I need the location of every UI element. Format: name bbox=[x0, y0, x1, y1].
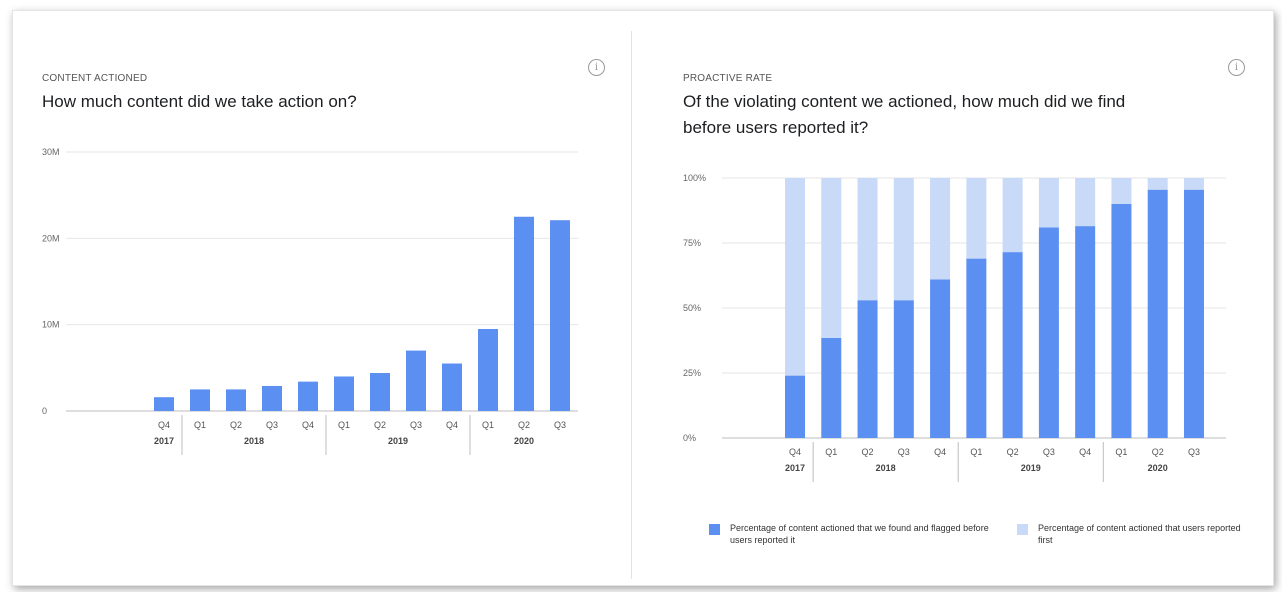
bar-user-reported bbox=[1075, 178, 1096, 227]
x-tick-label: Q4 bbox=[446, 420, 458, 430]
x-tick-label: Q3 bbox=[410, 420, 422, 430]
bar bbox=[550, 220, 570, 411]
bar bbox=[406, 350, 426, 411]
bar bbox=[262, 385, 282, 411]
bar bbox=[154, 397, 174, 411]
bar bbox=[370, 373, 390, 411]
bar-user-reported bbox=[1002, 178, 1023, 253]
year-label: 2018 bbox=[244, 436, 264, 446]
x-tick-label: Q1 bbox=[1115, 447, 1127, 457]
bar-user-reported bbox=[1183, 178, 1204, 190]
year-label: 2019 bbox=[388, 436, 408, 446]
x-tick-label: Q1 bbox=[482, 420, 494, 430]
bar-proactive bbox=[966, 258, 987, 438]
x-tick-label: Q2 bbox=[230, 420, 242, 430]
x-tick-label: Q4 bbox=[302, 420, 314, 430]
legend-swatch-proactive bbox=[709, 524, 720, 535]
y-tick-label: 30M bbox=[42, 147, 60, 157]
bar bbox=[442, 363, 462, 411]
bar-proactive bbox=[857, 300, 878, 438]
x-tick-label: Q2 bbox=[862, 447, 874, 457]
year-label: 2018 bbox=[876, 463, 896, 473]
y-tick-label: 50% bbox=[683, 303, 701, 313]
y-tick-label: 100% bbox=[683, 173, 706, 183]
x-tick-label: Q3 bbox=[1043, 447, 1055, 457]
x-tick-label: Q3 bbox=[898, 447, 910, 457]
x-tick-label: Q2 bbox=[374, 420, 386, 430]
y-tick-label: 0 bbox=[42, 406, 47, 416]
y-tick-label: 75% bbox=[683, 238, 701, 248]
x-tick-label: Q1 bbox=[970, 447, 982, 457]
legend-label-proactive: Percentage of content actioned that we f… bbox=[730, 523, 989, 545]
bar-proactive bbox=[1147, 189, 1168, 438]
content-actioned-eyebrow: CONTENT ACTIONED bbox=[42, 73, 148, 84]
x-tick-label: Q2 bbox=[1152, 447, 1164, 457]
x-tick-label: Q1 bbox=[194, 420, 206, 430]
bar bbox=[514, 216, 534, 411]
year-label: 2017 bbox=[785, 463, 805, 473]
bar-proactive bbox=[1038, 227, 1059, 438]
bar-user-reported bbox=[893, 178, 914, 301]
x-tick-label: Q4 bbox=[158, 420, 170, 430]
bar-user-reported bbox=[1147, 178, 1168, 190]
legend-item-proactive: Percentage of content actioned that we f… bbox=[709, 522, 999, 546]
panel-divider bbox=[631, 31, 632, 579]
content-actioned-chart: 0 10M 20M 30M Q4 Q1 Q2 Q3 Q4 Q1 Q2 Q3 Q4 Q1 Q2 Q3 2017 20… bbox=[42, 147, 578, 455]
bar-proactive bbox=[1183, 189, 1204, 438]
content-actioned-title: How much content did we take action on? bbox=[42, 92, 357, 111]
legend-swatch-user-reported bbox=[1017, 524, 1028, 535]
bar-user-reported bbox=[1038, 178, 1059, 228]
bar-user-reported bbox=[857, 178, 878, 301]
bar-proactive bbox=[930, 279, 951, 438]
content-actioned-panel: CONTENT ACTIONED How much content did we… bbox=[13, 11, 631, 585]
x-tick-label: Q4 bbox=[934, 447, 946, 457]
proactive-rate-title: Of the violating content we actioned, ho… bbox=[683, 92, 1126, 137]
legend-item-user-reported: Percentage of content actioned that user… bbox=[1017, 522, 1247, 546]
year-label: 2019 bbox=[1021, 463, 1041, 473]
x-tick-label: Q1 bbox=[338, 420, 350, 430]
bar bbox=[226, 389, 246, 411]
x-tick-label: Q2 bbox=[518, 420, 530, 430]
x-tick-label: Q4 bbox=[789, 447, 801, 457]
bar-proactive bbox=[893, 300, 914, 438]
bar bbox=[334, 376, 354, 411]
proactive-rate-eyebrow: PROACTIVE RATE bbox=[683, 73, 773, 84]
year-label: 2017 bbox=[154, 436, 174, 446]
proactive-rate-panel: PROACTIVE RATE Of the violating content … bbox=[632, 11, 1273, 585]
bar-proactive bbox=[821, 337, 842, 438]
bar-user-reported bbox=[966, 178, 987, 259]
bar bbox=[478, 328, 498, 411]
info-icon[interactable]: i bbox=[588, 59, 605, 76]
report-card: CONTENT ACTIONED How much content did we… bbox=[12, 10, 1274, 586]
x-tick-label: Q2 bbox=[1007, 447, 1019, 457]
bar-user-reported bbox=[785, 178, 805, 376]
y-tick-label: 10M bbox=[42, 320, 60, 330]
y-tick-label: 0% bbox=[683, 433, 696, 443]
bar-proactive bbox=[785, 375, 805, 438]
y-tick-label: 25% bbox=[683, 368, 701, 378]
bar bbox=[298, 381, 318, 411]
x-tick-label: Q4 bbox=[1079, 447, 1091, 457]
x-tick-label: Q1 bbox=[825, 447, 837, 457]
y-tick-label: 20M bbox=[42, 233, 60, 243]
year-label: 2020 bbox=[514, 436, 534, 446]
bar bbox=[190, 389, 210, 411]
x-tick-label: Q3 bbox=[554, 420, 566, 430]
bar-user-reported bbox=[930, 178, 951, 280]
legend-label-user-reported: Percentage of content actioned that user… bbox=[1038, 523, 1241, 545]
bar-user-reported bbox=[1111, 178, 1132, 204]
x-tick-label: Q3 bbox=[1188, 447, 1200, 457]
bar-user-reported bbox=[821, 178, 842, 338]
bar-proactive bbox=[1111, 204, 1132, 438]
x-tick-label: Q3 bbox=[266, 420, 278, 430]
info-icon[interactable]: i bbox=[1228, 59, 1245, 76]
bar-proactive bbox=[1075, 226, 1096, 438]
year-label: 2020 bbox=[1148, 463, 1168, 473]
bar-proactive bbox=[1002, 252, 1023, 438]
proactive-rate-chart: 0%25%50%75%100%Q4 Q1 Q2 Q3 Q4 Q1 Q2 Q3 Q4 Q1 Q2 Q32… bbox=[683, 173, 1226, 482]
